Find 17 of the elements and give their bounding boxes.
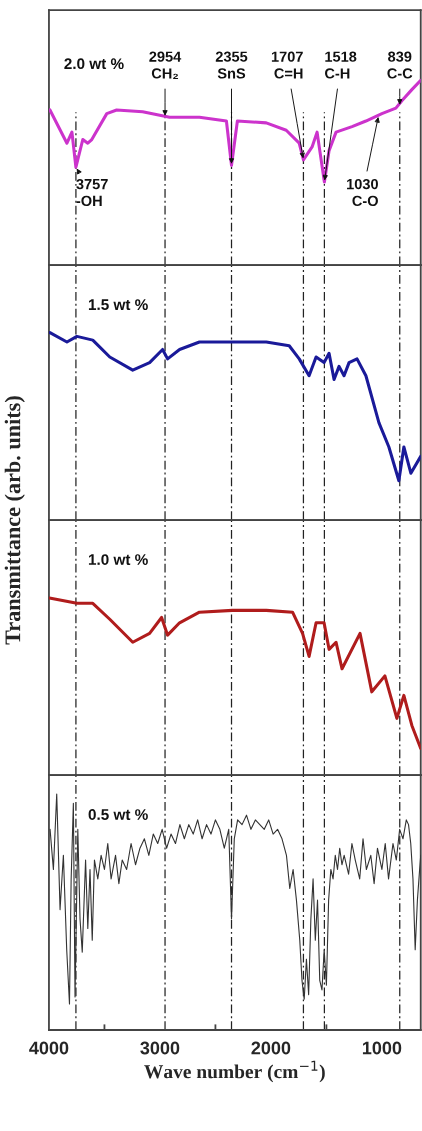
x-tick-label: 2000 — [251, 1041, 291, 1055]
x-tick-label: 1000 — [362, 1041, 402, 1055]
series-label: 0.5 wt % — [88, 809, 148, 820]
annotation: 1707 C=H — [271, 51, 303, 79]
annotation: 1518 C-H — [325, 51, 357, 79]
annotation: 1030 C-O — [347, 178, 378, 207]
series-label: 1.5 wt % — [88, 299, 148, 311]
text: 2.0 wt % — [64, 58, 124, 70]
x-tick-label: 4000 — [29, 1041, 69, 1055]
x-axis-title: Wave number (cm$^{−1}$) — [144, 1060, 325, 1083]
text: 1.0 wt % — [88, 554, 148, 565]
annotation: 2954 CH₂ — [149, 51, 182, 79]
y-axis-title: Transmittance (arb. units) — [4, 396, 25, 645]
annotation: 3757 -OH — [76, 178, 108, 207]
annotation: 839 C-C — [387, 51, 413, 79]
x-tick-label: 3000 — [140, 1041, 180, 1055]
annotation: 2355 SnS — [215, 51, 248, 79]
